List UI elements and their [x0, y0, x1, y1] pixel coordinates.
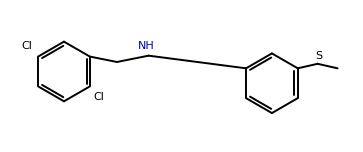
Text: Cl: Cl [93, 92, 104, 102]
Text: S: S [315, 51, 322, 61]
Text: NH: NH [138, 41, 154, 51]
Text: Cl: Cl [21, 41, 32, 51]
